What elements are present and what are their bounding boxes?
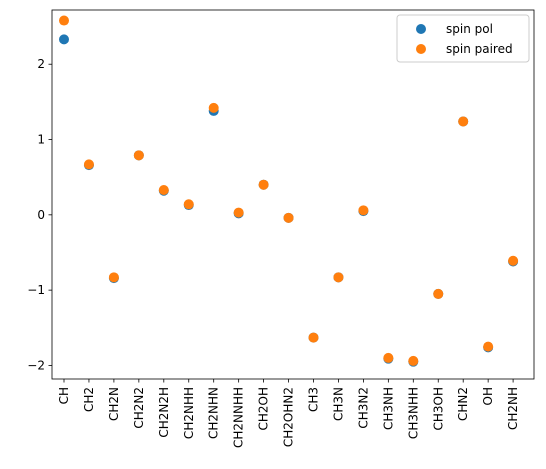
legend-marker <box>416 44 426 54</box>
y-tick-label: −1 <box>27 283 45 297</box>
y-axis: −2 −1 0 1 2 <box>27 57 52 372</box>
plot-area <box>52 10 534 379</box>
plot-frame <box>51 9 535 380</box>
x-axis: CH CH2 CH2N CH2N2 CH2N2H CH2NHH CH2NHN CH2NNHH C… <box>57 379 520 448</box>
x-tick-label: CH3N <box>331 387 345 421</box>
x-tick-label: CH2NHN <box>207 387 221 439</box>
data-point <box>258 179 269 190</box>
x-tick-label: CH2OH <box>257 387 271 431</box>
x-tick-label: CH3NH <box>381 387 395 430</box>
x-tick-label: CH3OH <box>431 387 445 431</box>
x-tick-label: CH2N2H <box>157 387 171 438</box>
x-tick-label: CH3N2 <box>356 387 370 429</box>
legend: spin pol spin paired <box>396 14 530 63</box>
x-tick-label: CH2NNHH <box>232 387 246 448</box>
data-point <box>83 159 94 170</box>
data-point <box>158 184 169 195</box>
x-tick-label: CH <box>57 387 71 404</box>
data-point <box>233 207 244 218</box>
x-tick-label: OH <box>481 387 495 405</box>
y-tick-label: −2 <box>27 358 45 372</box>
data-point <box>408 355 419 366</box>
x-tick-label: CH2N <box>107 387 121 421</box>
data-point <box>383 352 394 363</box>
data-point <box>283 212 294 223</box>
y-tick-label: 2 <box>37 57 45 71</box>
data-point <box>433 288 444 299</box>
x-tick-label: CH3NHH <box>406 387 420 439</box>
data-point <box>208 102 219 113</box>
data-point <box>108 272 119 283</box>
series-spin-paired <box>59 15 519 366</box>
data-point <box>308 332 319 343</box>
x-tick-label: CHN2 <box>456 387 470 421</box>
x-tick-label: CH2OHN2 <box>282 387 296 447</box>
x-tick-label: CH3 <box>307 387 321 412</box>
x-tick-label: CH2N2 <box>132 387 146 429</box>
data-point <box>483 341 494 352</box>
data-point <box>508 255 519 266</box>
x-tick-label: CH2NH <box>506 387 520 430</box>
data-point <box>59 15 69 26</box>
data-point <box>183 199 194 210</box>
data-point <box>458 116 469 127</box>
x-tick-label: CH2NHH <box>182 387 196 439</box>
x-tick-label: CH2 <box>82 387 96 412</box>
legend-box <box>396 14 530 63</box>
legend-label: spin paired <box>446 42 513 56</box>
y-tick-label: 1 <box>37 133 45 147</box>
y-tick-label: 0 <box>37 208 45 222</box>
legend-label: spin pol <box>446 22 493 36</box>
data-point <box>59 34 69 45</box>
data-point <box>358 205 369 216</box>
data-points <box>59 15 519 367</box>
data-point <box>333 272 344 283</box>
legend-marker <box>416 24 426 34</box>
data-point <box>133 150 144 161</box>
